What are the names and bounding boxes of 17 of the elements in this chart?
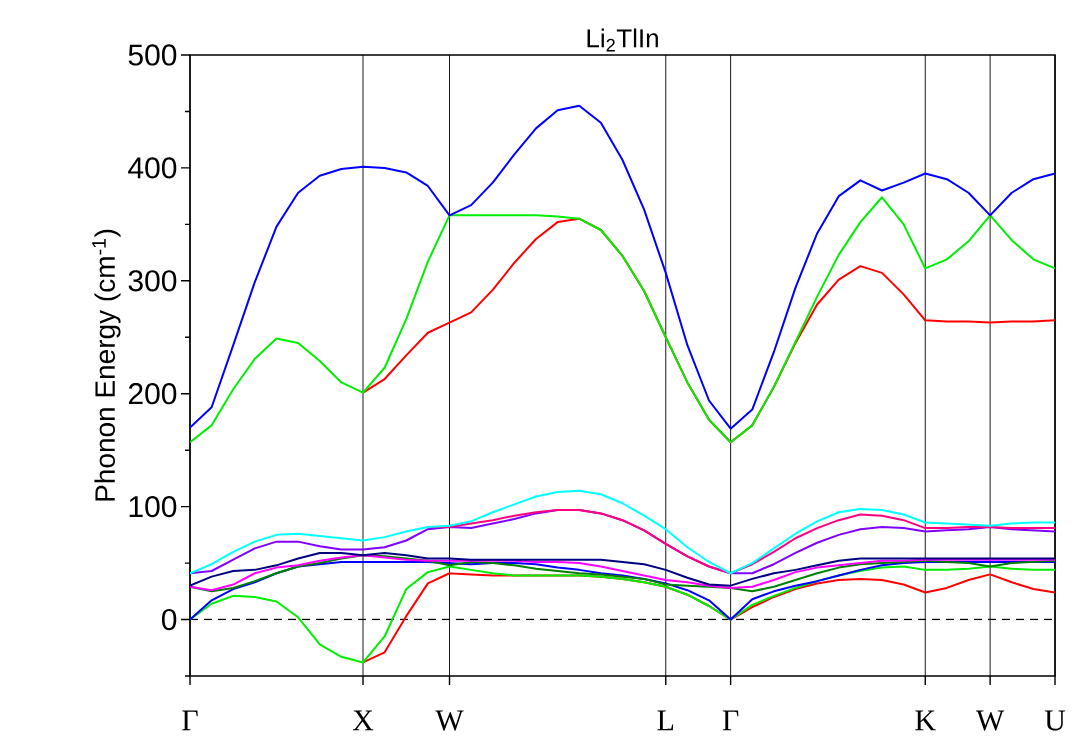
y-tick-label: 0 (161, 608, 177, 631)
y-tick-label: 300 (128, 270, 177, 292)
x-tick-label: K (915, 710, 936, 731)
x-tick-label: Γ (722, 710, 739, 731)
line-series (190, 104, 1056, 430)
x-tick-label: W (435, 710, 464, 731)
chart-title: Li$_{2}$TlIn (587, 28, 658, 52)
y-tick-label: 500 (128, 44, 177, 66)
x-tick-label: L (657, 710, 674, 731)
y-tick-label: 200 (128, 383, 177, 405)
x-tick-label: X (352, 710, 374, 731)
y-tick-label: 400 (128, 157, 177, 179)
y-axis-title: Phonon Energy (cm$^{-1}$) (92, 229, 121, 501)
y-tick-label: 100 (129, 496, 177, 518)
x-tick-label: Γ (182, 710, 198, 731)
x-tick-label: W (976, 710, 1005, 731)
x-tick-label: U (1044, 710, 1066, 731)
